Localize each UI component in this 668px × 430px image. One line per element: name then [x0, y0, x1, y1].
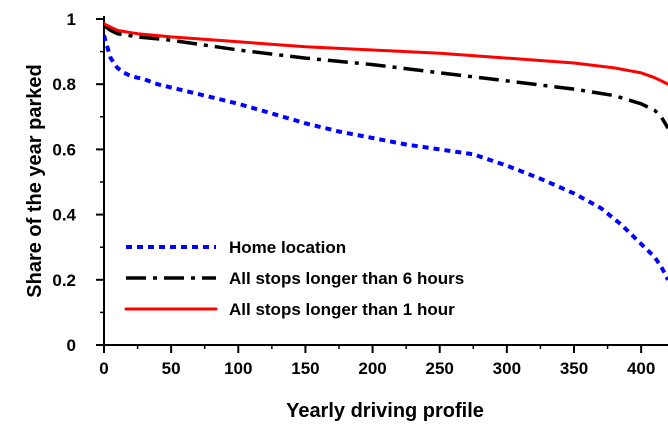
x-tick-label: 400: [627, 359, 655, 378]
series-line-0: [104, 34, 668, 281]
legend-label-0: Home location: [229, 238, 346, 257]
x-tick-label: 150: [291, 359, 319, 378]
x-tick-label: 250: [426, 359, 454, 378]
y-tick-label: 0.2: [52, 271, 76, 290]
y-axis-title: Share of the year parked: [24, 64, 46, 297]
legend-label-2: All stops longer than 1 hour: [229, 300, 455, 319]
y-tick-label: 1: [67, 10, 76, 29]
tick-labels: 0 50 100 150 200 250 300 350 400 0 0.2 0.4 0.6 0.8 1: [52, 10, 655, 378]
x-tick-label: 100: [224, 359, 252, 378]
x-tick-label: 0: [99, 359, 108, 378]
series-line-2: [104, 22, 668, 86]
y-tick-label: 0.6: [52, 140, 76, 159]
series-lines: [104, 22, 668, 281]
y-tick-label: 0: [67, 336, 76, 355]
x-tick-label: 350: [560, 359, 588, 378]
x-axis-title: Yearly driving profile: [286, 400, 484, 422]
y-tick-label: 0.4: [52, 206, 76, 225]
y-tick-label: 0.8: [52, 75, 76, 94]
legend: Home location All stops longer than 6 hou…: [124, 238, 464, 319]
x-tick-label: 200: [358, 359, 386, 378]
series-line-1: [104, 24, 668, 130]
axes: [96, 16, 668, 353]
legend-label-1: All stops longer than 6 hours: [229, 269, 464, 288]
x-tick-label: 50: [162, 359, 181, 378]
x-tick-label: 300: [493, 359, 521, 378]
